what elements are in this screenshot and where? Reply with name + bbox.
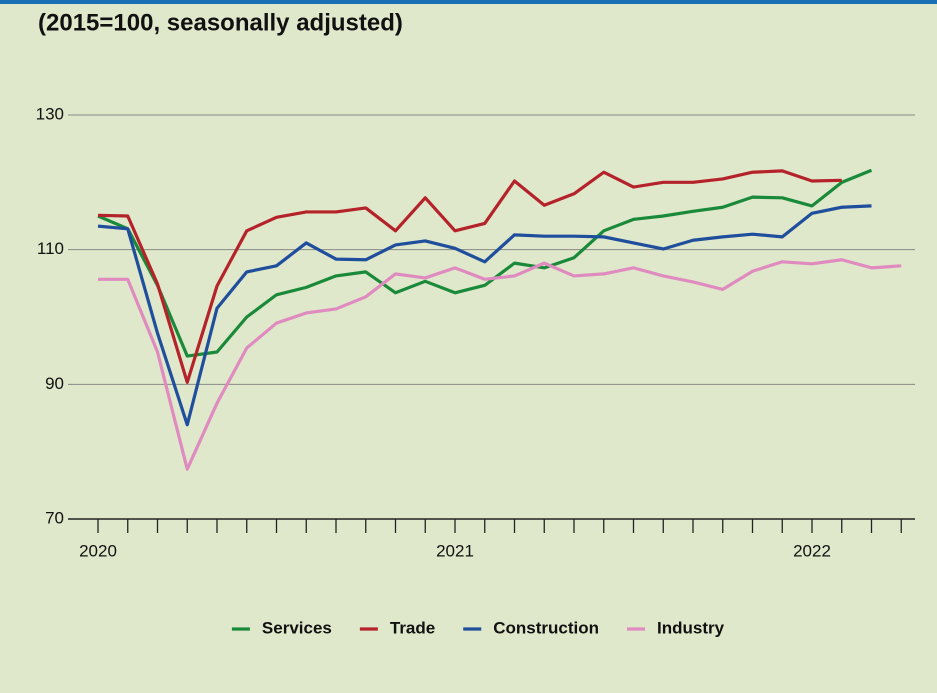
y-tick-label: 90 <box>45 374 64 393</box>
legend-label: Construction <box>493 618 599 637</box>
legend-label: Trade <box>390 618 435 637</box>
top-border <box>0 0 937 4</box>
legend-label: Services <box>262 618 332 637</box>
chart-title: (2015=100, seasonally adjusted) <box>38 9 403 36</box>
x-tick-label: 2022 <box>793 541 831 560</box>
y-tick-label: 110 <box>37 239 64 258</box>
y-tick-label: 130 <box>36 104 64 123</box>
x-tick-label: 2020 <box>79 541 117 560</box>
x-tick-label: 2021 <box>436 541 474 560</box>
chart: (2015=100, seasonally adjusted) 70 90 110 1… <box>0 0 937 693</box>
y-tick-label: 70 <box>45 508 64 527</box>
series-line <box>98 206 872 425</box>
series-line <box>98 171 842 382</box>
series-line <box>98 260 901 469</box>
legend-label: Industry <box>657 618 725 637</box>
legend: Services Trade Construction Industry <box>232 618 725 637</box>
